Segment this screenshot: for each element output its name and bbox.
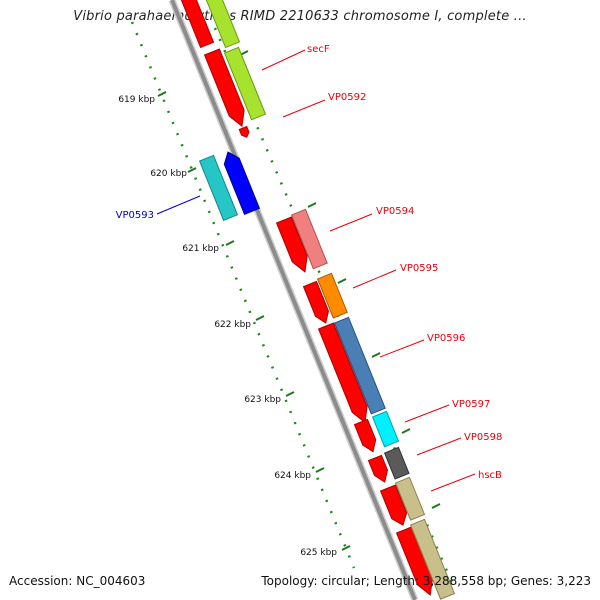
- gene-label-hscB[interactable]: hscB: [478, 470, 502, 481]
- gene-label-secF[interactable]: secF: [307, 44, 330, 55]
- leader-VP0592: [282, 99, 326, 118]
- tick-label: 619 kbp: [118, 95, 155, 105]
- tick-label: 624 kbp: [274, 471, 311, 481]
- gene-label-VP0593[interactable]: VP0593: [116, 210, 154, 221]
- cds-arrow[interactable]: [379, 484, 411, 528]
- leader-VP0593: [156, 195, 201, 215]
- cds-secF-partner[interactable]: [178, 0, 215, 49]
- tick-marks: [157, 50, 441, 551]
- gene-VP0593[interactable]: [198, 154, 239, 221]
- gene-labels: secF VP0592 VP0593 VP0594 VP0595 VP0596 …: [116, 44, 503, 481]
- gene-VP0595[interactable]: [316, 272, 348, 319]
- gene-hscB[interactable]: [394, 476, 426, 521]
- tick-620: [187, 167, 197, 173]
- leader-VP0598: [416, 437, 462, 456]
- label-leaders: [156, 49, 476, 492]
- leader-VP0596: [379, 339, 425, 358]
- cds-small[interactable]: [238, 125, 250, 139]
- cds-arrow[interactable]: [317, 322, 373, 425]
- gene-label-VP0598[interactable]: VP0598: [464, 432, 502, 443]
- gene-VP0594[interactable]: [290, 208, 328, 270]
- gene-secF[interactable]: [202, 0, 241, 49]
- gene-features: [178, 0, 456, 600]
- tick-label: 623 kbp: [244, 395, 281, 405]
- tick-labels: 619 kbp 620 kbp 621 kbp 622 kbp 623 kbp …: [118, 95, 337, 558]
- gene-VP0593-partner[interactable]: [221, 149, 261, 215]
- gene-label-VP0596[interactable]: VP0596: [427, 333, 465, 344]
- gene-VP0592[interactable]: [223, 46, 267, 121]
- outer-tick: [401, 428, 411, 434]
- cds-arrow[interactable]: [367, 454, 392, 484]
- backbone: [168, 0, 419, 600]
- cds-arrow[interactable]: [353, 418, 380, 454]
- leader-VP0595: [352, 269, 397, 289]
- topology-text: Topology: circular; Length: 3,288,558 bp…: [261, 574, 591, 588]
- tick-label: 621 kbp: [182, 244, 219, 254]
- cds-arrow[interactable]: [275, 216, 313, 275]
- tick-625: [341, 545, 351, 551]
- outer-tick: [337, 278, 347, 284]
- gene-label-VP0597[interactable]: VP0597: [452, 399, 490, 410]
- tick-622: [255, 315, 265, 321]
- gene-label-VP0592[interactable]: VP0592: [328, 92, 366, 103]
- tick-label: 625 kbp: [300, 548, 337, 558]
- tick-624: [315, 467, 325, 473]
- gene-label-VP0594[interactable]: VP0594: [376, 206, 414, 217]
- outer-tick: [371, 352, 381, 358]
- tick-619: [157, 91, 167, 97]
- outer-tick: [307, 202, 317, 208]
- tick-label: 620 kbp: [150, 169, 187, 179]
- leader-hscB: [430, 473, 476, 492]
- cds-arrow[interactable]: [203, 48, 250, 129]
- gene-VP0598[interactable]: [383, 446, 410, 480]
- leader-secF: [261, 49, 306, 71]
- tick-label: 622 kbp: [214, 320, 251, 330]
- tick-621: [225, 240, 235, 246]
- leader-VP0594: [329, 213, 373, 232]
- accession-text: Accession: NC_004603: [9, 574, 146, 588]
- tick-623: [285, 391, 295, 397]
- gene-VP0597[interactable]: [371, 410, 400, 448]
- outer-tick: [431, 503, 441, 509]
- gene-khaki[interactable]: [409, 518, 456, 600]
- leader-VP0597: [404, 404, 450, 423]
- gene-VP0596[interactable]: [333, 316, 386, 415]
- gene-label-VP0595[interactable]: VP0595: [400, 263, 438, 274]
- cds-arrow[interactable]: [302, 280, 333, 325]
- cds-arrow[interactable]: [395, 526, 438, 598]
